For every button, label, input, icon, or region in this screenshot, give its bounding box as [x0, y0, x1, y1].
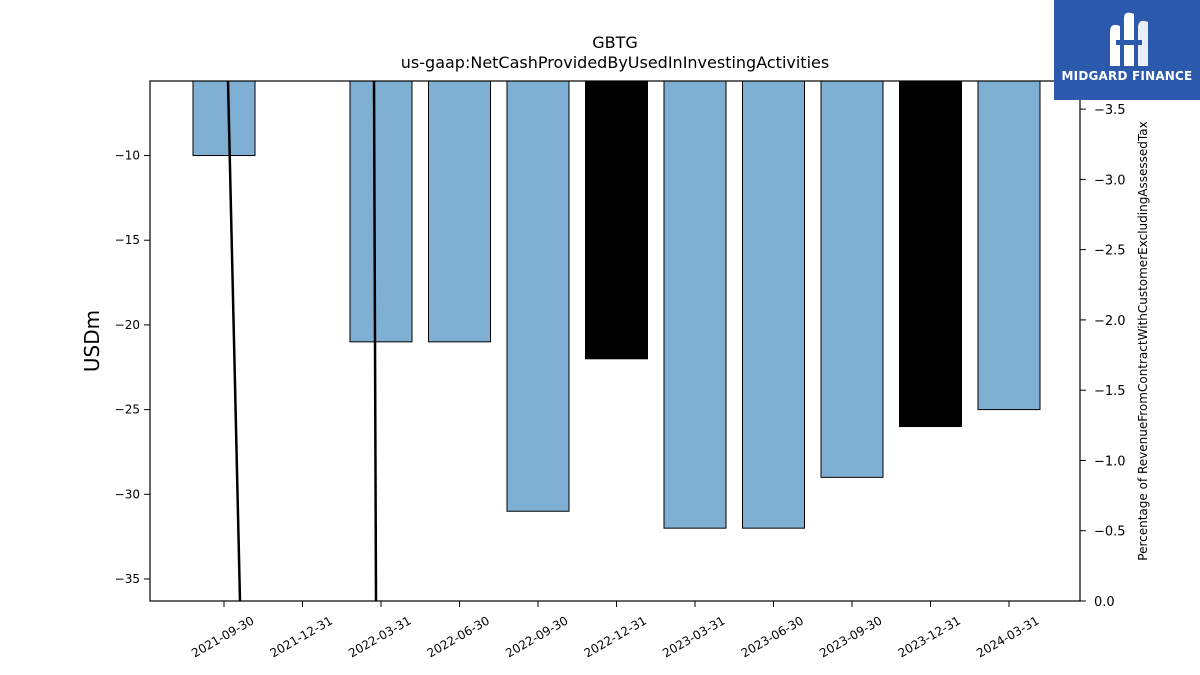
x-tick-label: 2022-06-30 [425, 613, 492, 660]
y2-tick-label: 0.0 [1094, 595, 1115, 610]
chart-subtitle: us-gaap:NetCashProvidedByUsedInInvesting… [401, 53, 829, 72]
bar [349, 80, 413, 343]
x-tick-label: 2024-03-31 [974, 613, 1041, 660]
x-tick-label: 2021-09-30 [189, 613, 256, 660]
plot-frame [149, 80, 1081, 602]
x-tick-label: 2021-12-31 [268, 613, 335, 660]
y-tick-label: −30 [115, 487, 140, 501]
y2-tick-label: −3.0 [1094, 173, 1126, 188]
y2-tick-label: −1.0 [1094, 454, 1126, 469]
y-axis-label: USDm [80, 310, 104, 372]
y2-axis-label: Percentage of RevenueFromContractWithCus… [1136, 121, 1150, 560]
logo-text: MIDGARD FINANCE [1061, 69, 1193, 83]
bar [192, 80, 256, 157]
x-tick-label: 2022-09-30 [503, 613, 570, 660]
x-tick-label: 2022-03-31 [346, 613, 413, 660]
y2-tick-label: −2.5 [1094, 244, 1126, 259]
y2-tick-label: −0.5 [1094, 525, 1126, 540]
x-tick-label: 2023-06-30 [739, 613, 806, 660]
x-tick-label: 2022-12-31 [582, 613, 649, 660]
chart-title: GBTG [592, 33, 638, 52]
bar [977, 80, 1041, 411]
x-tick-label: 2023-03-31 [660, 613, 727, 660]
x-tick-label: 2023-12-31 [896, 613, 963, 660]
y2-tick-label: −2.0 [1094, 314, 1126, 329]
y2-tick-label: −1.5 [1094, 384, 1126, 399]
y-tick-label: −25 [115, 403, 140, 417]
x-tick-label: 2023-09-30 [817, 613, 884, 660]
y-tick-label: −10 [115, 149, 140, 163]
bar [742, 80, 805, 529]
midgard-finance-logo: MIDGARD FINANCE [1054, 0, 1200, 100]
bar [820, 80, 884, 478]
series-line [372, 81, 378, 601]
series-line [226, 81, 242, 601]
bar [899, 80, 962, 428]
y-tick-label: −15 [115, 233, 140, 247]
logo-mark-icon [1110, 12, 1148, 67]
y2-tick-label: −3.5 [1094, 103, 1126, 118]
bar [506, 80, 570, 512]
bar [428, 80, 491, 343]
y-tick-label: −20 [115, 318, 140, 332]
bar [585, 80, 648, 360]
y-tick-label: −35 [115, 572, 140, 586]
bar [663, 80, 727, 529]
